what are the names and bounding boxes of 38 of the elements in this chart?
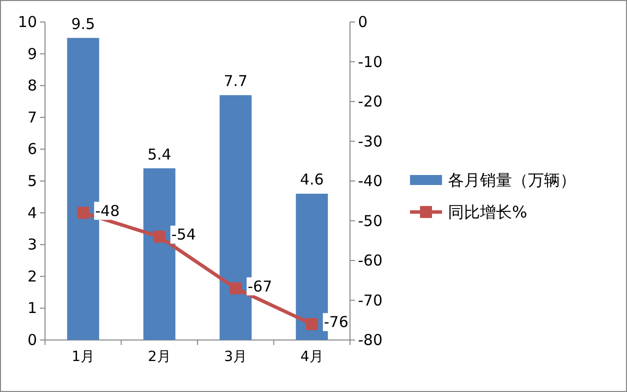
- data-label: 4.6: [300, 170, 324, 189]
- y-tick-label: 9: [27, 44, 37, 63]
- y2-tick-label: -60: [358, 252, 382, 270]
- y-tick-label: 8: [27, 76, 37, 95]
- data-label: 5.4: [147, 145, 172, 164]
- y2-tick-label: -70: [358, 291, 382, 310]
- y2-tick-label: -10: [358, 52, 382, 71]
- data-label: 7.7: [224, 72, 248, 90]
- y2-tick-label: -50: [358, 212, 382, 230]
- data-label: -54: [171, 226, 196, 244]
- data-label: -67: [248, 277, 272, 296]
- y2-tick-label: -20: [358, 92, 382, 110]
- y2-tick-label: -80: [358, 331, 382, 349]
- data-label: -76: [324, 313, 348, 332]
- y2-tick-label: -30: [358, 132, 382, 150]
- point: [306, 318, 318, 330]
- data-label: -48: [95, 202, 120, 220]
- y-tick-label: 10: [18, 13, 37, 31]
- point: [230, 282, 242, 294]
- y2-tick-label: 0: [358, 13, 368, 31]
- y-tick-label: 7: [27, 108, 37, 126]
- y-tick-label: 2: [27, 267, 37, 286]
- legend-label: 各月销量（万辆）: [448, 170, 576, 190]
- y2-tick-label: -40: [358, 172, 382, 190]
- y-tick-label: 3: [27, 236, 37, 254]
- y-tick-label: 1: [27, 299, 37, 318]
- x-tick-label: 1月: [72, 349, 95, 365]
- x-tick-label: 2月: [148, 349, 171, 365]
- data-label: 9.5: [71, 14, 96, 33]
- y-tick-label: 4: [27, 204, 37, 222]
- y-tick-label: 5: [27, 172, 37, 190]
- y-tick-label: 0: [27, 331, 37, 349]
- point: [153, 230, 166, 243]
- point: [77, 206, 90, 219]
- x-tick-label: 3月: [224, 349, 248, 365]
- y-tick-label: 6: [27, 140, 37, 158]
- legend-label: 同比增长%: [448, 202, 528, 222]
- x-tick-label: 4月: [300, 349, 324, 365]
